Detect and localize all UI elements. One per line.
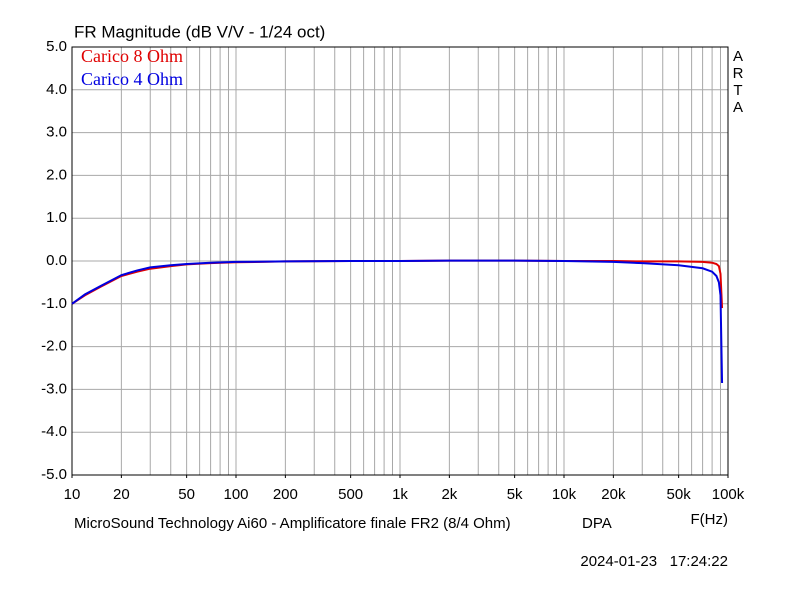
x-axis-label: F(Hz) [691, 511, 729, 528]
x-tick-label: 500 [338, 486, 363, 503]
timestamp: 2024-01-23 17:24:22 [580, 553, 728, 570]
plot-frame [71, 46, 729, 476]
x-tick-label: 1k [392, 486, 408, 503]
x-tick-label: 200 [273, 486, 298, 503]
footer: MicroSound Technology Ai60 - Amplificato… [74, 515, 511, 532]
x-tick-label: 10k [552, 486, 577, 503]
y-tick-label: -1.0 [41, 295, 67, 312]
x-tick-label: 2k [441, 486, 457, 503]
y-tick-label: 4.0 [46, 81, 67, 98]
y-tick-label: 5.0 [46, 38, 67, 55]
x-tick-label: 100k [712, 486, 745, 503]
x-tick-label: 20 [113, 486, 130, 503]
x-tick-label: 50k [667, 486, 692, 503]
y-tick-label: -5.0 [41, 466, 67, 483]
y-tick-label: -3.0 [41, 380, 67, 397]
x-tick-label: 20k [601, 486, 626, 503]
x-tick-label: 100 [223, 486, 248, 503]
x-tick-label: 5k [507, 486, 523, 503]
y-tick-label: 2.0 [46, 166, 67, 183]
y-tick-label: 0.0 [46, 252, 67, 269]
y-tick-label: -2.0 [41, 338, 67, 355]
legend-label: Carico 4 Ohm [81, 69, 183, 89]
y-tick-label: 1.0 [46, 209, 67, 226]
x-tick-label: 50 [178, 486, 195, 503]
y-tick-label: -4.0 [41, 423, 67, 440]
legend-label: Carico 8 Ohm [81, 46, 183, 66]
series-line [71, 259, 724, 383]
footer-tag: DPA [582, 515, 612, 532]
chart-title: FR Magnitude (dB V/V - 1/24 oct) [74, 22, 325, 41]
y-tick-label: 3.0 [46, 124, 67, 141]
x-tick-label: 10 [64, 486, 81, 503]
